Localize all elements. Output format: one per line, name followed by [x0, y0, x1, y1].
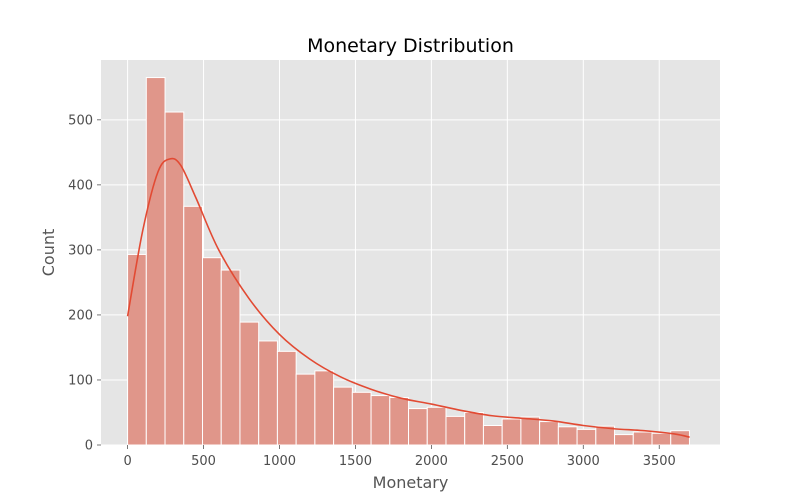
histogram-bar	[557, 426, 578, 446]
histogram-bar	[220, 269, 241, 446]
chart-title: Monetary Distribution	[307, 35, 514, 57]
histogram-bar	[426, 406, 447, 446]
histogram-bar	[370, 395, 391, 446]
y-tick-label: 100	[68, 373, 93, 388]
histogram-bar	[202, 257, 222, 446]
histogram-bar	[295, 373, 316, 446]
histogram-bar	[445, 415, 466, 446]
y-tick-label: 500	[68, 113, 93, 128]
histogram-bar	[333, 386, 353, 446]
x-tick-label: 1000	[263, 454, 296, 469]
histogram-bar	[464, 411, 484, 446]
histogram-bar	[239, 321, 260, 446]
axis-ticks: 0 500 1000 1500 2000 2500 3000 3500 0 100 200 300 40…	[68, 113, 676, 469]
x-tick-label: 2000	[415, 454, 448, 469]
histogram-bar	[314, 370, 335, 446]
histogram-bar	[670, 430, 690, 446]
histogram-bar	[389, 397, 410, 446]
x-axis-label: Monetary	[373, 473, 449, 492]
histogram-bar	[276, 350, 297, 446]
histogram-bar	[651, 432, 672, 446]
histogram-bar	[258, 340, 278, 446]
histogram-bar	[539, 421, 559, 446]
histogram-bar	[183, 205, 204, 446]
histogram-bar	[520, 416, 541, 446]
y-axis-label: Count	[39, 229, 58, 277]
histogram-bar	[501, 418, 522, 446]
y-tick-label: 0	[85, 439, 93, 454]
x-tick-label: 2500	[491, 454, 524, 469]
y-tick-label: 300	[68, 243, 93, 258]
histogram-bar	[408, 408, 428, 446]
x-tick-label: 3000	[567, 454, 600, 469]
histogram-bar	[614, 434, 634, 446]
histogram-bar	[482, 424, 503, 446]
histogram-bar	[127, 253, 147, 446]
x-tick-label: 0	[123, 454, 131, 469]
histogram-bar	[351, 391, 372, 446]
histogram-bar	[576, 428, 597, 446]
x-tick-label: 3500	[643, 454, 676, 469]
kde-line	[126, 157, 690, 438]
x-tick-label: 1500	[339, 454, 372, 469]
x-tick-label: 500	[191, 454, 216, 469]
y-tick-label: 200	[68, 308, 93, 323]
histogram-bar	[164, 111, 185, 446]
histogram-bars	[127, 77, 690, 446]
histogram-bar	[145, 77, 166, 446]
y-tick-label: 400	[68, 178, 93, 193]
histogram-bar	[632, 431, 653, 446]
